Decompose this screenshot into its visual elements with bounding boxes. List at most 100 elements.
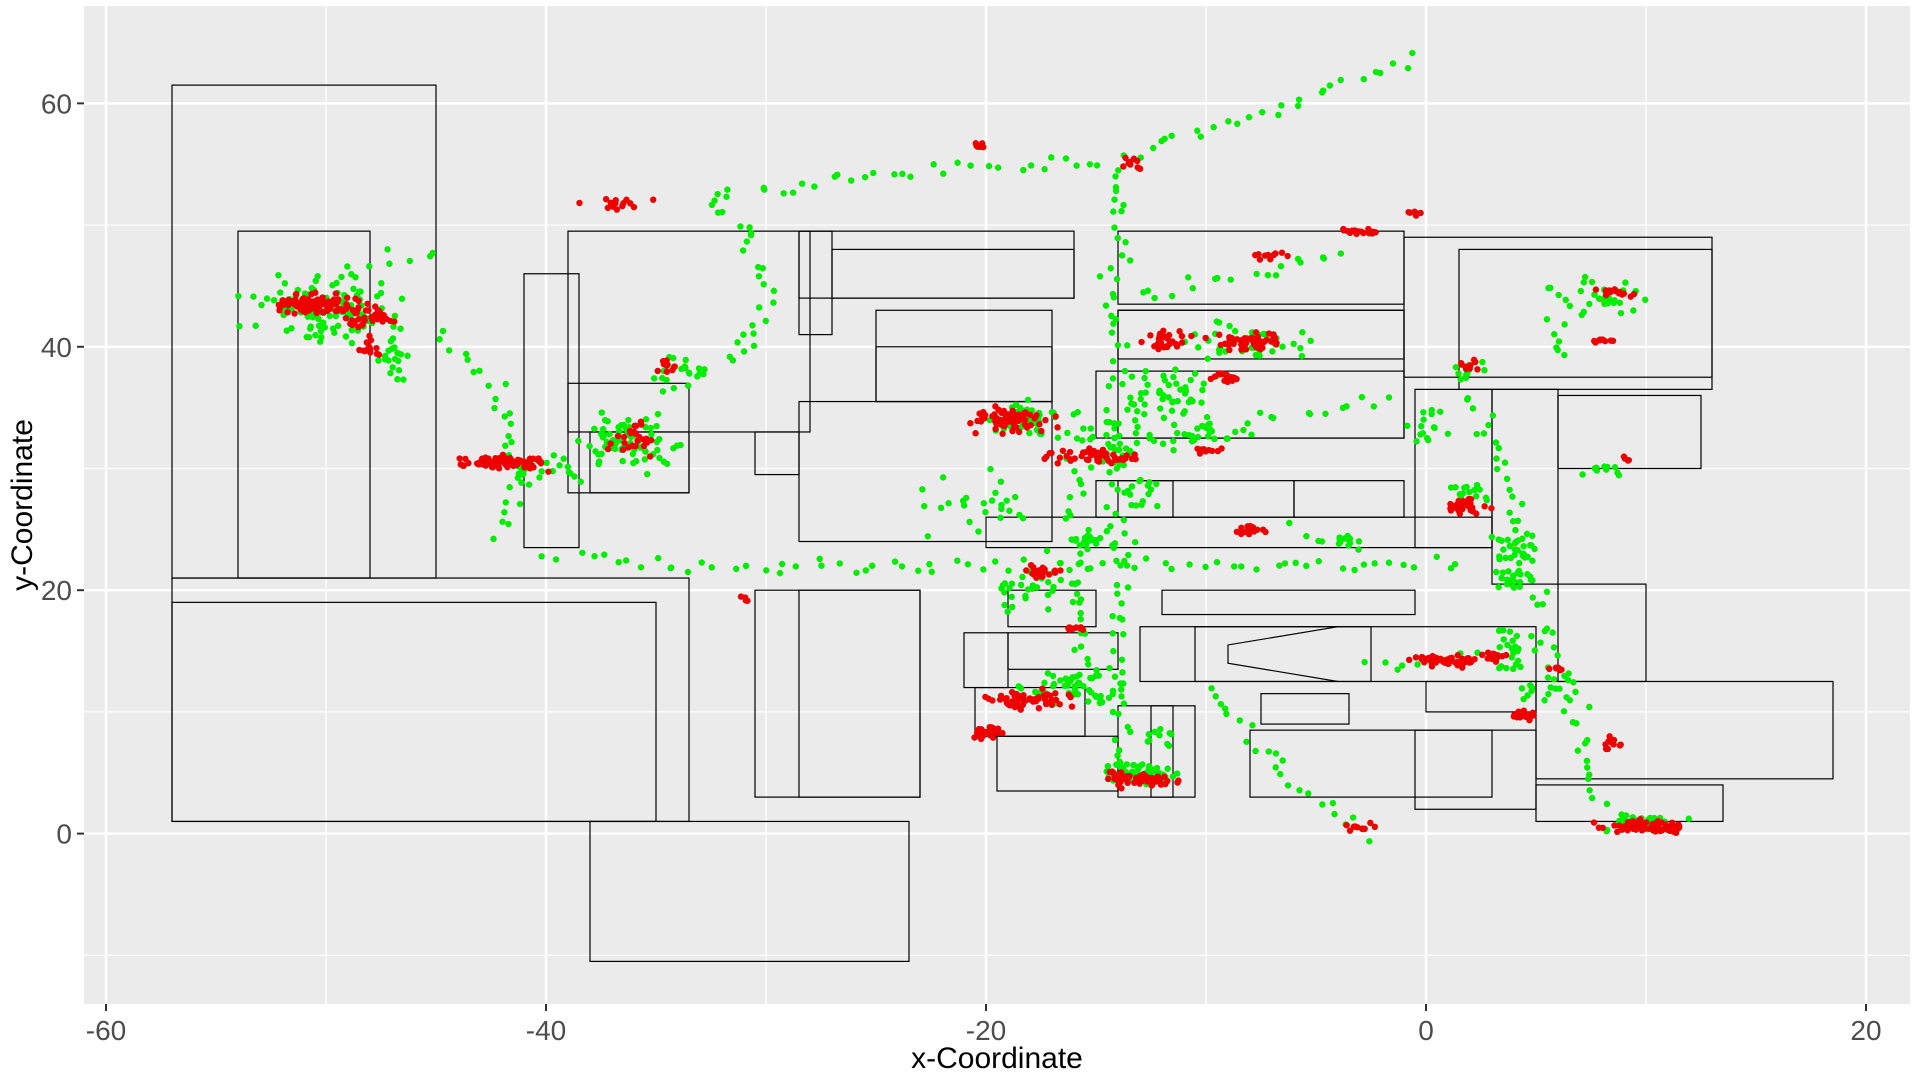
red-point <box>632 430 640 437</box>
green-point <box>1398 662 1406 669</box>
green-point <box>575 437 582 445</box>
green-point <box>1496 643 1503 651</box>
green-point <box>685 382 692 389</box>
green-point <box>1505 568 1512 575</box>
red-point <box>482 460 489 467</box>
green-point <box>1124 342 1131 349</box>
red-point <box>372 311 379 318</box>
green-point <box>1080 425 1087 432</box>
green-point <box>1112 173 1119 180</box>
green-point <box>1114 486 1121 493</box>
red-point <box>1635 818 1642 826</box>
green-point <box>1116 432 1123 440</box>
green-point <box>1041 166 1048 173</box>
green-point <box>1080 490 1087 497</box>
green-point <box>1579 471 1586 478</box>
green-point <box>1520 695 1527 703</box>
green-point <box>625 416 632 424</box>
red-point <box>1056 454 1064 461</box>
green-point <box>1586 787 1593 794</box>
red-point <box>1468 658 1475 665</box>
red-point <box>1021 416 1029 424</box>
red-point <box>643 435 650 443</box>
green-point <box>1320 255 1328 262</box>
green-point <box>445 347 453 354</box>
red-point <box>1242 346 1250 353</box>
green-point <box>1515 559 1523 567</box>
red-point <box>999 430 1006 437</box>
green-point <box>737 223 744 230</box>
red-point <box>1412 209 1420 217</box>
green-point <box>749 322 756 329</box>
green-point <box>1518 500 1526 508</box>
green-point <box>1275 111 1282 119</box>
green-point <box>1503 664 1510 672</box>
red-point <box>1367 819 1374 827</box>
green-point <box>1077 643 1085 650</box>
green-point <box>954 557 961 564</box>
green-point <box>1068 580 1076 587</box>
green-point <box>501 509 508 516</box>
red-point <box>537 460 545 467</box>
green-point <box>992 489 999 497</box>
red-point <box>465 459 472 467</box>
green-point <box>579 549 586 556</box>
green-point <box>1004 608 1011 615</box>
red-point <box>604 445 612 453</box>
green-point <box>543 459 550 467</box>
red-point <box>352 308 360 316</box>
green-point <box>1124 406 1131 413</box>
green-point <box>1593 464 1600 471</box>
red-point <box>1257 340 1265 348</box>
green-point <box>1127 394 1134 401</box>
red-point <box>364 300 371 307</box>
red-point <box>344 294 351 301</box>
red-point <box>1023 567 1030 574</box>
green-point <box>595 458 603 465</box>
green-point <box>714 209 722 216</box>
green-point <box>1518 685 1526 692</box>
red-point <box>1604 745 1612 753</box>
green-point <box>924 533 931 540</box>
green-point <box>1295 96 1303 103</box>
red-point <box>1122 154 1129 162</box>
red-point <box>1226 334 1234 341</box>
green-point <box>400 376 407 383</box>
green-point <box>385 347 392 354</box>
red-point <box>1221 377 1228 384</box>
red-point <box>1027 422 1034 429</box>
green-point <box>792 563 799 570</box>
green-point <box>1085 661 1092 668</box>
green-point <box>1545 284 1552 292</box>
green-point <box>1130 761 1137 769</box>
red-point <box>1242 340 1250 347</box>
red-point <box>1022 409 1029 416</box>
red-point <box>663 368 671 375</box>
red-point <box>1046 449 1053 457</box>
green-point <box>611 445 619 453</box>
green-point <box>1617 309 1625 317</box>
red-point <box>744 597 751 604</box>
red-point <box>312 289 319 296</box>
green-point <box>1580 279 1588 286</box>
red-point <box>1467 506 1474 514</box>
green-point <box>1054 434 1062 441</box>
green-point <box>263 295 271 302</box>
red-point <box>1499 653 1506 660</box>
green-point <box>1331 810 1338 818</box>
green-point <box>818 562 825 569</box>
green-point <box>1041 679 1048 687</box>
red-point <box>1031 415 1038 422</box>
green-point <box>1528 632 1535 640</box>
green-point <box>1496 664 1503 672</box>
red-point <box>1351 823 1359 830</box>
green-point <box>1123 562 1131 569</box>
red-point <box>1068 625 1075 633</box>
green-point <box>642 448 649 455</box>
green-point <box>648 431 655 438</box>
green-point <box>307 323 314 330</box>
red-point <box>291 310 298 317</box>
red-point <box>304 305 311 312</box>
green-point <box>654 410 662 418</box>
green-point <box>1303 532 1310 540</box>
